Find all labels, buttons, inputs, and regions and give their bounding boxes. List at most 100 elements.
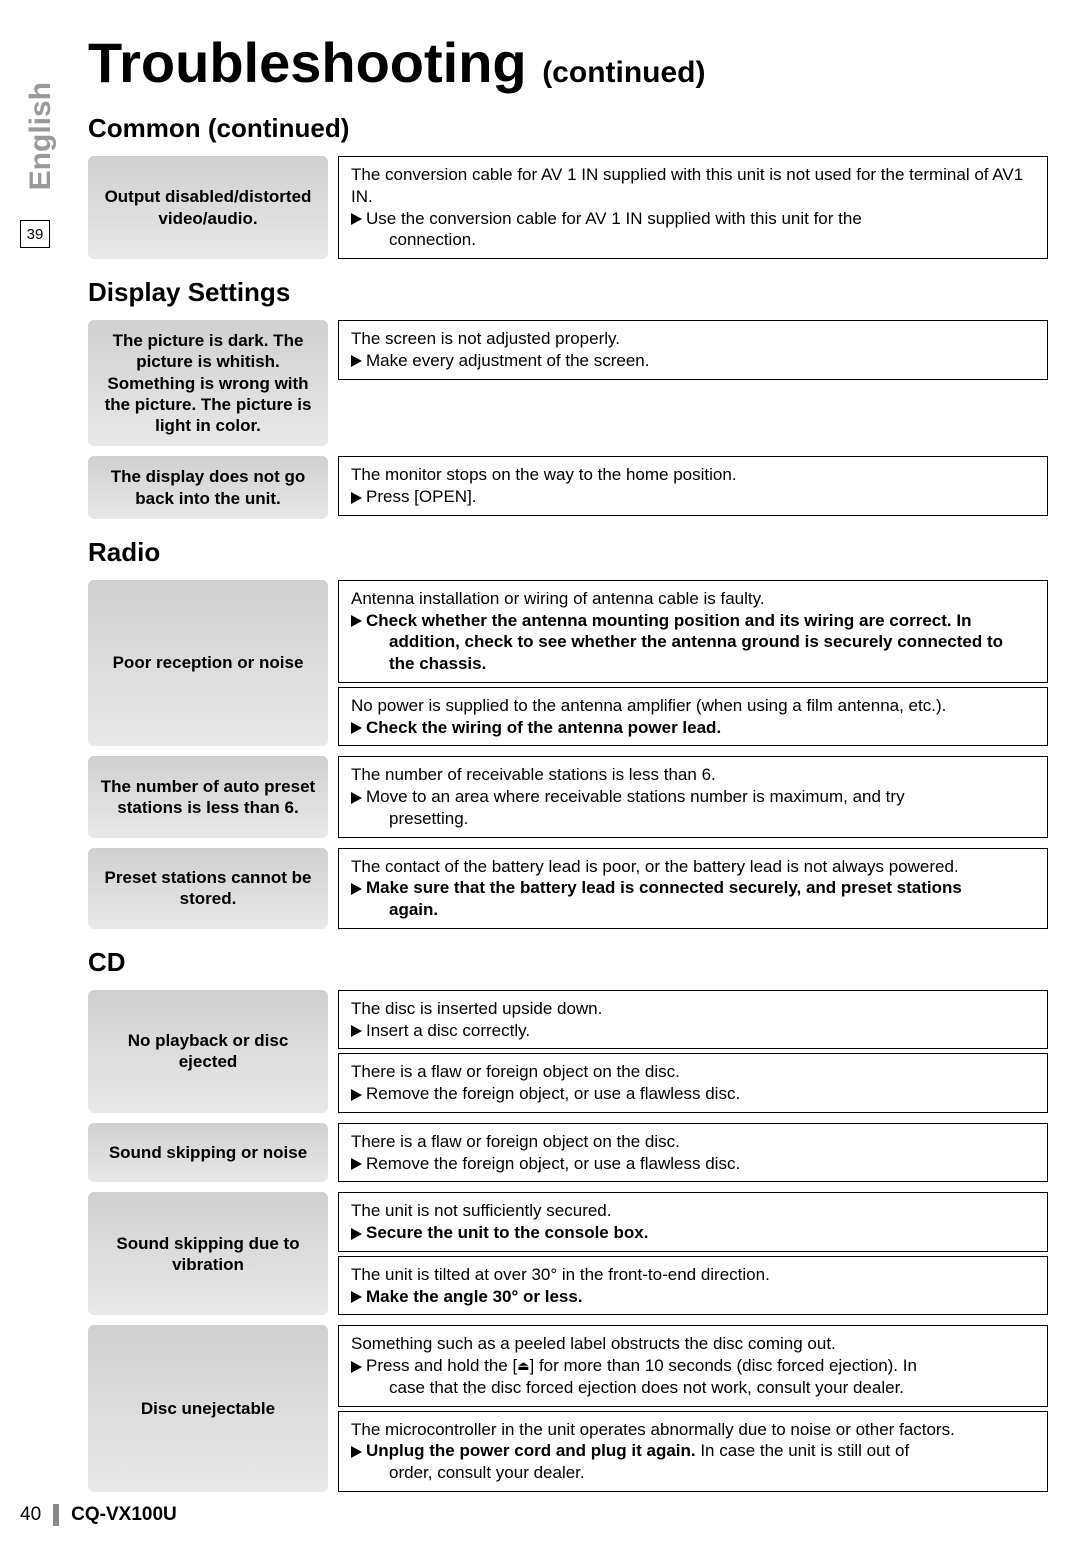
content-line: Press [OPEN]. [351, 486, 1035, 508]
content-box: The contact of the battery lead is poor,… [338, 848, 1048, 929]
row-label: The display does not go back into the un… [88, 456, 328, 519]
arrow-icon [351, 213, 362, 225]
row-content: The screen is not adjusted properly.Make… [338, 320, 1048, 446]
section-heading: Common (continued) [88, 113, 1048, 144]
trouble-row: The picture is dark. The picture is whit… [88, 320, 1048, 446]
side-page-box: 39 [20, 220, 50, 248]
content-box: There is a flaw or foreign object on the… [338, 1123, 1048, 1183]
arrow-icon [351, 1361, 362, 1373]
trouble-row: The display does not go back into the un… [88, 456, 1048, 519]
content-box: The disc is inserted upside down.Insert … [338, 990, 1048, 1050]
row-content: The contact of the battery lead is poor,… [338, 848, 1048, 929]
content-line-cont: connection. [351, 229, 1035, 251]
row-label: Sound skipping or noise [88, 1123, 328, 1183]
content-line: There is a flaw or foreign object on the… [351, 1061, 1035, 1083]
content-box: The conversion cable for AV 1 IN supplie… [338, 156, 1048, 259]
content-box: Something such as a peeled label obstruc… [338, 1325, 1048, 1406]
content-line: Antenna installation or wiring of antenn… [351, 588, 1035, 610]
section-heading: Radio [88, 537, 1048, 568]
content-box: The unit is tilted at over 30° in the fr… [338, 1256, 1048, 1316]
arrow-icon [351, 1228, 362, 1240]
content-line: No power is supplied to the antenna ampl… [351, 695, 1035, 717]
language-tab: English [24, 82, 58, 190]
title-continued: (continued) [542, 56, 705, 89]
row-label: Preset stations cannot be stored. [88, 848, 328, 929]
eject-icon: ⏏ [517, 1358, 529, 1375]
arrow-icon [351, 792, 362, 804]
content-line: The unit is not sufficiently secured. [351, 1200, 1035, 1222]
trouble-row: Preset stations cannot be stored. The con… [88, 848, 1048, 929]
trouble-row: Disc unejectable Something such as a peel… [88, 1325, 1048, 1492]
content-box: There is a flaw or foreign object on the… [338, 1053, 1048, 1113]
arrow-icon [351, 615, 362, 627]
content-line: Check whether the antenna mounting posit… [351, 610, 1035, 632]
arrow-icon [351, 1089, 362, 1101]
page-title: Troubleshooting (continued) [88, 30, 1080, 95]
footer: 40 CQ-VX100U [20, 1504, 177, 1526]
footer-divider [53, 1504, 59, 1526]
content-line: The monitor stops on the way to the home… [351, 464, 1035, 486]
row-content: The disc is inserted upside down.Insert … [338, 990, 1048, 1113]
section-heading: CD [88, 947, 1048, 978]
arrow-icon [351, 883, 362, 895]
content-line: Check the wiring of the antenna power le… [351, 717, 1035, 739]
trouble-row: Sound skipping due to vibrationThe unit … [88, 1192, 1048, 1315]
content-line-cont: addition, check to see whether the anten… [351, 631, 1035, 653]
row-content: The monitor stops on the way to the home… [338, 456, 1048, 519]
row-content: Something such as a peeled label obstruc… [338, 1325, 1048, 1492]
trouble-row: Sound skipping or noise There is a flaw o… [88, 1123, 1048, 1183]
content-line: The screen is not adjusted properly. [351, 328, 1035, 350]
arrow-icon [351, 355, 362, 367]
footer-page-number: 40 [20, 1504, 41, 1526]
content-line: Remove the foreign object, or use a flaw… [351, 1153, 1035, 1175]
trouble-row: The number of auto preset stations is le… [88, 756, 1048, 837]
row-label: The number of auto preset stations is le… [88, 756, 328, 837]
content-box: The screen is not adjusted properly.Make… [338, 320, 1048, 380]
content-box: The number of receivable stations is les… [338, 756, 1048, 837]
trouble-row: No playback or disc ejectedThe disc is i… [88, 990, 1048, 1113]
trouble-row: Poor reception or noise Antenna installat… [88, 580, 1048, 747]
title-main: Troubleshooting [88, 31, 527, 94]
content-line: Unplug the power cord and plug it again.… [351, 1440, 1035, 1462]
content-line: There is a flaw or foreign object on the… [351, 1131, 1035, 1153]
content-box: The unit is not sufficiently secured.Sec… [338, 1192, 1048, 1252]
content-box: The monitor stops on the way to the home… [338, 456, 1048, 516]
content-line: Make the angle 30° or less. [351, 1286, 1035, 1308]
row-label: Poor reception or noise [88, 580, 328, 747]
row-content: The unit is not sufficiently secured.Sec… [338, 1192, 1048, 1315]
content-line: Make sure that the battery lead is conne… [351, 877, 1035, 899]
content-line: Something such as a peeled label obstruc… [351, 1333, 1035, 1355]
arrow-icon [351, 1158, 362, 1170]
trouble-row: Output disabled/distorted video/audio. Th… [88, 156, 1048, 259]
row-label: Output disabled/distorted video/audio. [88, 156, 328, 259]
section-heading: Display Settings [88, 277, 1048, 308]
arrow-icon [351, 1446, 362, 1458]
content-line: The conversion cable for AV 1 IN supplie… [351, 164, 1035, 208]
row-content: The conversion cable for AV 1 IN supplie… [338, 156, 1048, 259]
footer-model: CQ-VX100U [71, 1504, 177, 1526]
row-content: Antenna installation or wiring of antenn… [338, 580, 1048, 747]
content-line: Make every adjustment of the screen. [351, 350, 1035, 372]
content-line: The contact of the battery lead is poor,… [351, 856, 1035, 878]
content-line-cont: again. [351, 899, 1035, 921]
content-line: The unit is tilted at over 30° in the fr… [351, 1264, 1035, 1286]
arrow-icon [351, 722, 362, 734]
content-line: Use the conversion cable for AV 1 IN sup… [351, 208, 1035, 230]
content-line-cont: the chassis. [351, 653, 1035, 675]
row-label: Disc unejectable [88, 1325, 328, 1492]
arrow-icon [351, 1291, 362, 1303]
content-box: The microcontroller in the unit operates… [338, 1411, 1048, 1492]
row-label: No playback or disc ejected [88, 990, 328, 1113]
content-line: Move to an area where receivable station… [351, 786, 1035, 808]
row-content: There is a flaw or foreign object on the… [338, 1123, 1048, 1183]
content-box: Antenna installation or wiring of antenn… [338, 580, 1048, 683]
content-line: Remove the foreign object, or use a flaw… [351, 1083, 1035, 1105]
arrow-icon [351, 1025, 362, 1037]
content-line: The disc is inserted upside down. [351, 998, 1035, 1020]
content-box: No power is supplied to the antenna ampl… [338, 687, 1048, 747]
content-line: Insert a disc correctly. [351, 1020, 1035, 1042]
content-line-cont: case that the disc forced ejection does … [351, 1377, 1035, 1399]
content-line: The number of receivable stations is les… [351, 764, 1035, 786]
row-label: Sound skipping due to vibration [88, 1192, 328, 1315]
content-line: Press and hold the [⏏] for more than 10 … [351, 1355, 1035, 1377]
